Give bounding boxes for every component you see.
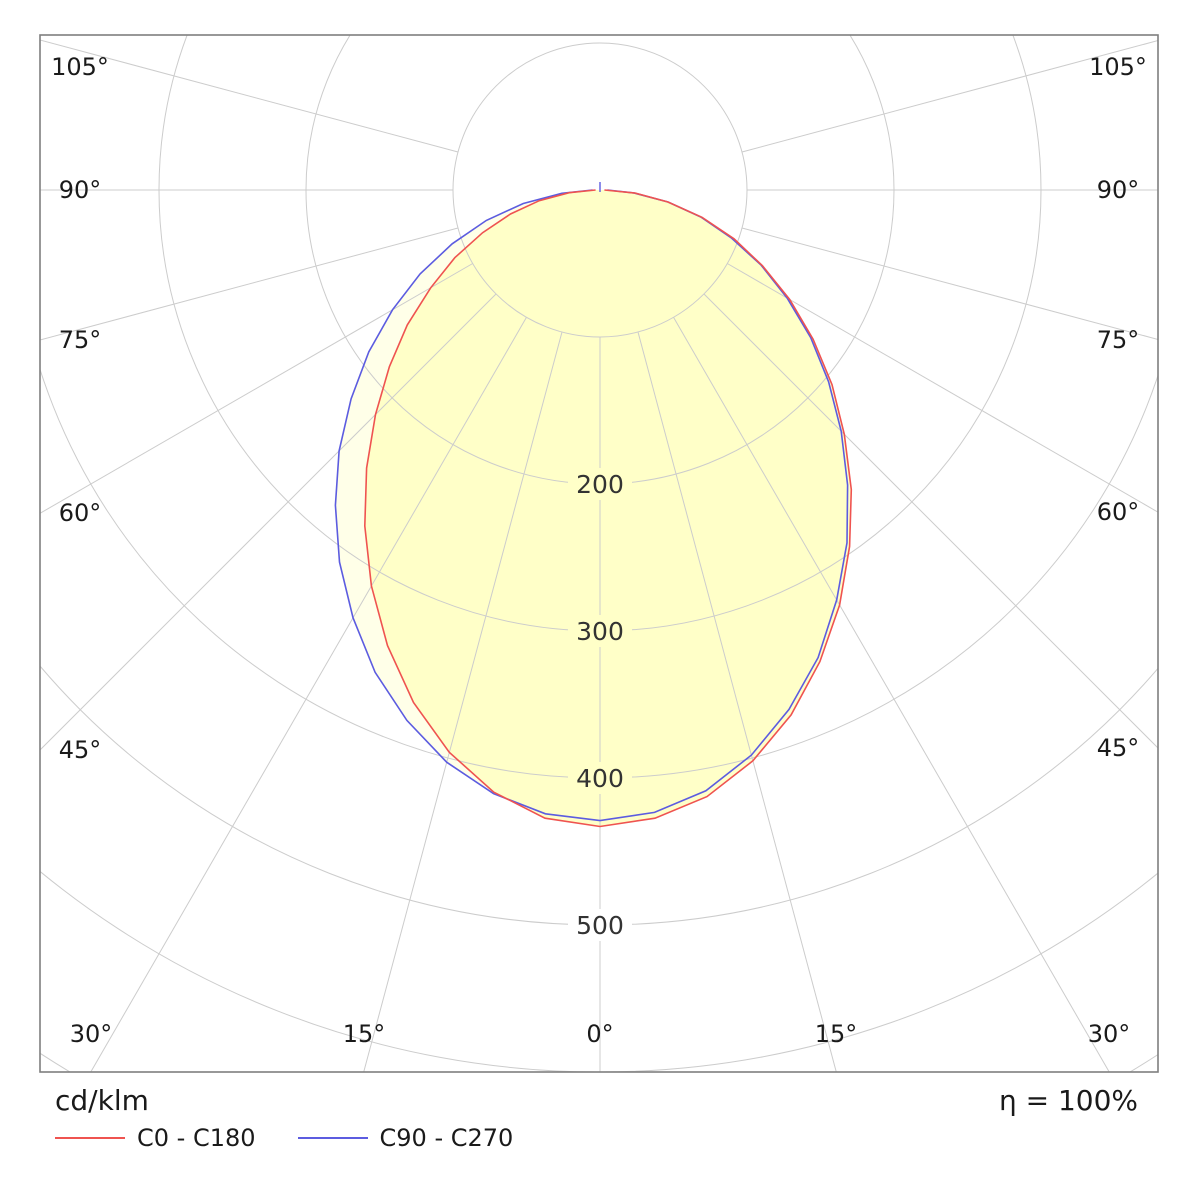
chart-border: [39, 34, 1159, 1073]
grid-spoke: [40, 263, 473, 514]
efficiency-label: η = 100%: [998, 1084, 1138, 1117]
grid-spoke: [727, 263, 1158, 513]
grid-spoke: [363, 331, 563, 1072]
angle-tick-label: 45°: [59, 736, 102, 764]
legend-item-c0-c180: C0 - C180: [55, 1124, 256, 1152]
grid-spoke: [90, 317, 527, 1072]
angle-tick-label: 105°: [1089, 53, 1147, 81]
grid-spoke: [40, 227, 459, 341]
ring-label-halo: [568, 909, 632, 941]
ring-label-halo: [568, 762, 632, 794]
legend-label-c0-c180: C0 - C180: [137, 1124, 256, 1152]
grid-spoke: [40, 293, 497, 751]
unit-label: cd/klm: [55, 1084, 149, 1117]
chart-footer: cd/klm η = 100%: [0, 1084, 1200, 1118]
grid-spoke: [40, 39, 459, 153]
ring-label-halo: [568, 615, 632, 647]
angle-tick-label: 30°: [70, 1020, 113, 1048]
grid-spoke: [673, 317, 1110, 1072]
series-curve-c0-c180: [363, 189, 853, 828]
grid-spoke: [741, 227, 1158, 340]
grid-spoke: [637, 331, 837, 1072]
angle-tick-label: 0°: [586, 1020, 613, 1048]
radial-tick-label: 300: [576, 617, 624, 646]
angle-tick-label: 60°: [59, 499, 102, 527]
grid-spoke: [703, 293, 1158, 749]
angle-tick-label: 45°: [1097, 734, 1140, 762]
angle-tick-label: 75°: [59, 326, 102, 354]
legend: C0 - C180 C90 - C270: [55, 1124, 513, 1152]
angle-tick-label: 90°: [1097, 176, 1140, 204]
angle-tick-label: 90°: [59, 176, 102, 204]
series-curve-c90-c270: [334, 189, 849, 822]
angle-tick-label: 15°: [815, 1020, 858, 1048]
legend-line-c90-c270-icon: [297, 1137, 368, 1139]
radial-tick-label: 400: [576, 764, 624, 793]
legend-line-c0-c180-icon: [55, 1137, 125, 1139]
ring-label-halo: [568, 468, 632, 500]
angle-tick-label: 60°: [1097, 498, 1140, 526]
series-fill-c0-c180: [364, 190, 852, 827]
legend-item-c90-c270: C90 - C270: [297, 1124, 514, 1152]
angle-tick-label: 75°: [1097, 326, 1140, 354]
angle-tick-label: 30°: [1088, 1020, 1131, 1048]
legend-label-c90-c270: C90 - C270: [379, 1124, 514, 1152]
grid-spoke: [741, 40, 1158, 153]
angle-tick-label: 15°: [343, 1020, 386, 1048]
angle-tick-label: 105°: [51, 53, 109, 81]
radial-tick-label: 500: [576, 911, 624, 940]
chart-plot-area: [335, 190, 852, 827]
radial-tick-label: 200: [576, 470, 624, 499]
